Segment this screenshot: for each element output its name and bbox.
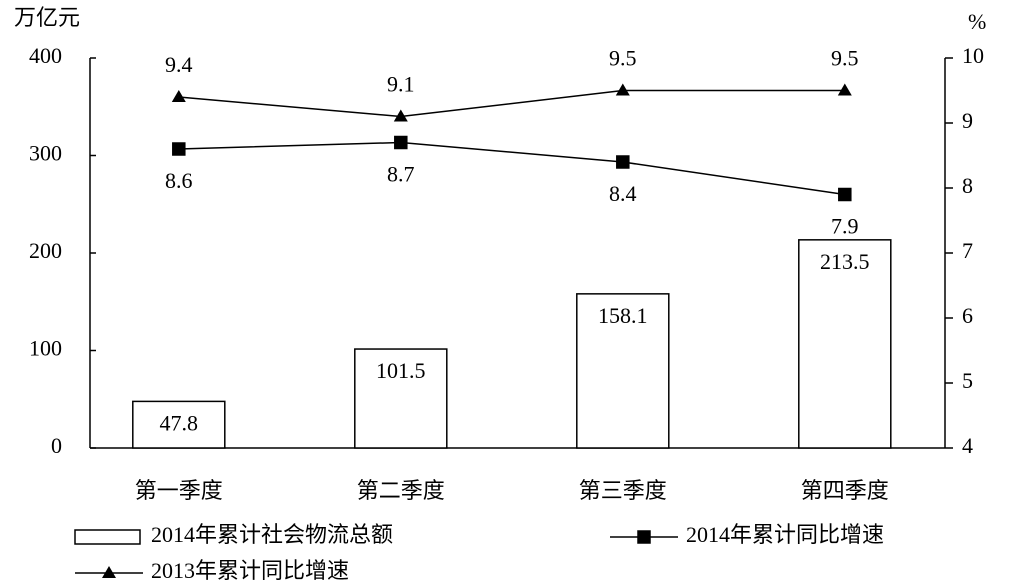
bar-value-label: 158.1	[598, 303, 648, 328]
x-tick-label: 第一季度	[135, 478, 223, 503]
marker	[615, 83, 630, 96]
point-label: 7.9	[831, 214, 859, 239]
y2-tick-label: 4	[962, 433, 973, 458]
y2-tick-label: 7	[962, 238, 973, 263]
bar-value-label: 101.5	[376, 358, 426, 383]
y-tick-label: 400	[29, 43, 62, 68]
legend-label: 2013年累计同比增速	[151, 558, 349, 583]
y2-tick-label: 10	[962, 43, 984, 68]
point-label: 8.6	[165, 168, 193, 193]
y-tick-label: 200	[29, 238, 62, 263]
marker	[616, 155, 630, 169]
y2-tick-label: 6	[962, 303, 973, 328]
bar	[132, 400, 226, 449]
y-tick-label: 100	[29, 336, 62, 361]
point-label: 8.7	[387, 162, 415, 187]
y-tick-label: 300	[29, 141, 62, 166]
point-label: 9.5	[831, 46, 859, 71]
y2-tick-label: 9	[962, 108, 973, 133]
bar	[354, 348, 448, 449]
marker	[172, 142, 186, 156]
marker	[394, 135, 408, 150]
bar	[576, 293, 670, 449]
y2-tick-label: 5	[962, 368, 973, 393]
point-label: 9.4	[165, 52, 193, 77]
legend-label: 2014年累计社会物流总额	[151, 522, 393, 547]
y-tick-label: 0	[51, 433, 62, 458]
marker	[171, 90, 186, 102]
line	[178, 89, 845, 118]
point-label: 9.1	[387, 72, 415, 97]
x-tick-label: 第四季度	[801, 478, 889, 503]
legend-marker	[102, 566, 116, 578]
bar-value-label: 213.5	[820, 249, 870, 274]
marker	[838, 187, 852, 202]
x-tick-label: 第三季度	[579, 478, 667, 503]
point-label: 9.5	[609, 46, 637, 71]
legend-label: 2014年累计同比增速	[686, 522, 884, 547]
bar-value-label: 47.8	[160, 410, 199, 435]
marker	[837, 83, 852, 96]
y2-tick-label: 8	[962, 173, 973, 198]
x-tick-label: 第二季度	[357, 478, 445, 503]
marker	[393, 109, 408, 122]
y2-axis-title: %	[968, 9, 986, 34]
point-label: 8.4	[609, 181, 637, 206]
bar	[798, 239, 892, 449]
y-axis-title: 万亿元	[14, 5, 80, 30]
legend-marker	[637, 530, 651, 544]
legend-swatch	[74, 529, 141, 545]
line	[178, 141, 845, 196]
